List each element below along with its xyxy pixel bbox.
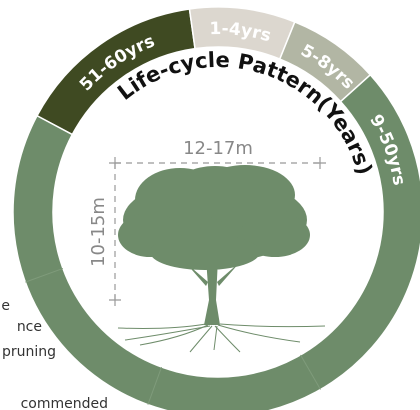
width-label: 12-17m xyxy=(183,138,253,159)
side-text: nce xyxy=(17,319,42,335)
height-label: 10-15m xyxy=(88,197,109,267)
side-text: e xyxy=(1,298,10,314)
side-text: commended xyxy=(21,396,108,410)
side-text: pruning xyxy=(2,344,56,360)
life-cycle-diagram: 12-17m 10-15m e nce pruning commended 51… xyxy=(0,0,420,410)
